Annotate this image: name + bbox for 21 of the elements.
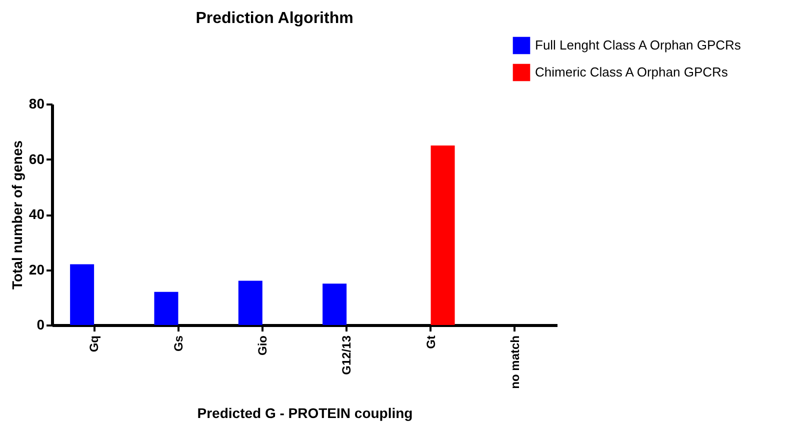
y-tick-label: 80 <box>28 96 45 112</box>
x-tick-label: no match <box>508 336 522 389</box>
y-tick-label: 60 <box>28 150 45 167</box>
bar <box>70 264 94 325</box>
x-tick-label: Gt <box>424 336 438 349</box>
legend-label: Chimeric Class A Orphan GPCRs <box>535 64 728 80</box>
x-tick-label: Gio <box>255 336 270 356</box>
x-axis-title: Predicted G - PROTEIN coupling <box>197 404 413 421</box>
legend-label: Full Lenght Class A Orphan GPCRs <box>535 38 742 52</box>
y-tick-label: 40 <box>28 206 45 222</box>
x-tick-label: G12/13 <box>340 335 354 375</box>
y-tick-label: 20 <box>28 261 45 278</box>
bar <box>430 145 455 325</box>
chart-title: Prediction Algorithm <box>196 10 354 27</box>
bar <box>154 292 178 325</box>
y-axis-title: Total number of genes <box>8 140 25 290</box>
y-tick-label: 0 <box>36 316 45 332</box>
x-tick-label: Gs <box>171 335 186 352</box>
x-tick-label: Gq <box>87 336 102 352</box>
bar <box>322 284 347 325</box>
bar <box>238 280 262 325</box>
